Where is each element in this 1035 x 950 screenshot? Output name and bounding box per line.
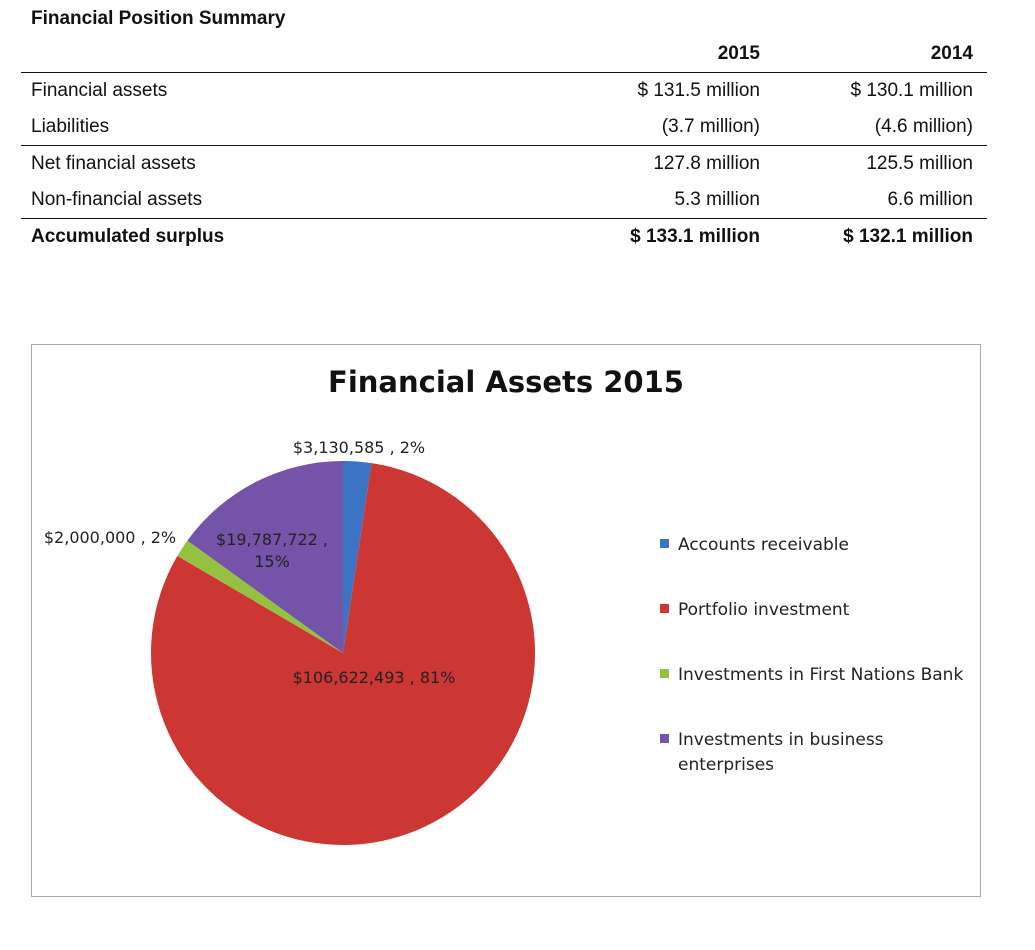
legend-label: Investments in business enterprises [678,730,884,775]
value-2015: $ 131.5 million [637,80,760,101]
chart-area: Financial Assets 2015 $3,130,585 , 2% $10… [31,344,981,897]
legend-swatch [660,734,669,743]
value-2015: $ 133.1 million [630,226,760,247]
summary-title: Financial Position Summary [31,8,286,29]
pie-chart: $3,130,585 , 2% $106,622,493 , 81% $2,000,… [44,438,535,845]
value-2015: 5.3 million [560,182,773,219]
table-row: Non-financial assets 5.3 million 6.6 mil… [21,182,987,219]
total-row: Accumulated surplus $ 133.1 million $ 13… [21,219,987,256]
value-2014: 125.5 million [866,153,973,174]
table-header-row: 2015 2014 [21,36,987,73]
row-label: Financial assets [31,80,168,101]
legend-swatch [660,604,669,613]
value-2014: 6.6 million [773,182,987,219]
row-label: Non-financial assets [21,182,560,219]
legend-swatch [660,669,669,678]
row-label: Accumulated surplus [31,226,225,247]
value-2014: (4.6 million) [773,109,987,146]
data-label-investments-in-business-enterprises: $19,787,722 , 15% [216,530,328,571]
chart-title: Financial Assets 2015 [328,365,684,399]
data-label-accounts-receivable: $3,130,585 , 2% [293,438,425,457]
legend-item-investments-in-business-enterprises: Investments in business enterprises [660,728,970,778]
row-label: Net financial assets [31,153,196,174]
pie-slice-accounts-receivable [343,461,372,653]
row-label: Liabilities [21,109,560,146]
pie-slice-investments-in-business-enterprises [187,461,343,653]
legend-item-accounts-receivable: Accounts receivable [660,533,970,558]
value-2014: $ 130.1 million [850,80,973,101]
table-row: Net financial assets 127.8 million 125.5… [21,146,987,183]
table-row: Liabilities (3.7 million) (4.6 million) [21,109,987,146]
data-label-investments-in-first-nations-bank: $2,000,000 , 2% [44,528,176,547]
legend-item-portfolio-investment: Portfolio investment [660,598,970,623]
legend-label: Investments in First Nations Bank [678,665,964,685]
legend-label: Portfolio investment [678,600,850,620]
value-2015: 127.8 million [653,153,760,174]
data-label-portfolio-investment: $106,622,493 , 81% [293,668,456,687]
financial-position-table: 2015 2014 Financial assets $ 131.5 milli… [21,36,987,255]
chart-legend: Accounts receivable Portfolio investment I… [660,533,970,778]
legend-swatch [660,539,669,548]
header-label-cell [21,36,560,73]
legend-label: Accounts receivable [678,535,849,555]
value-2014: $ 132.1 million [843,226,973,247]
legend-item-investments-in-first-nations-bank: Investments in First Nations Bank [660,663,970,688]
column-header-2014: 2014 [773,36,987,73]
table-row: Financial assets $ 131.5 million $ 130.1… [21,73,987,110]
value-2015: (3.7 million) [560,109,773,146]
pie-slice-portfolio-investment [151,463,535,845]
column-header-2015: 2015 [560,36,773,73]
pie-slice-investments-in-first-nations-bank [177,540,343,653]
